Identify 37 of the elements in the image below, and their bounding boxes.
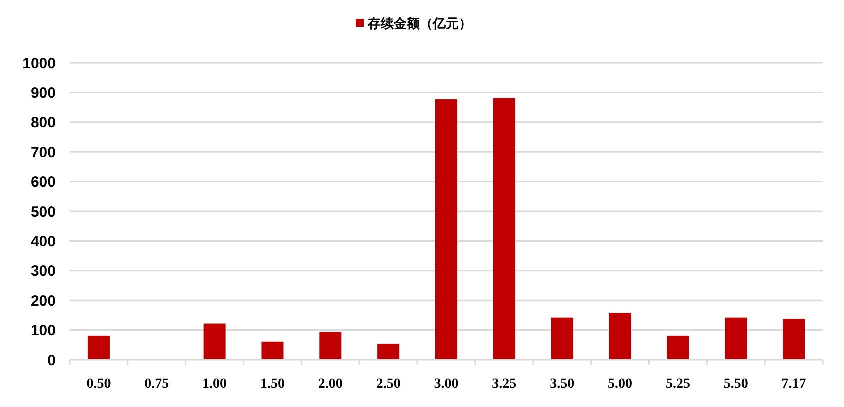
bar (609, 313, 632, 360)
bar (725, 318, 748, 360)
x-tick-label: 2.00 (318, 377, 343, 392)
y-tick-label: 300 (30, 263, 56, 280)
y-tick-label: 900 (30, 84, 56, 102)
bar (262, 342, 284, 360)
x-tick-label: 5.25 (666, 377, 690, 392)
x-tick-label: 1.50 (260, 377, 285, 392)
x-tick-label: 1.00 (202, 377, 228, 392)
x-tick-label: 3.25 (492, 377, 517, 392)
bar (783, 319, 806, 360)
x-tick-label: 5.00 (608, 377, 633, 392)
bar (667, 336, 690, 360)
x-tick-label: 2.50 (376, 377, 401, 392)
bar (378, 344, 400, 360)
x-tick-label: 0.50 (86, 377, 112, 392)
x-tick-label: 7.17 (782, 377, 806, 392)
x-tick-label: 5.50 (724, 377, 748, 392)
x-tick-label: 3.00 (434, 377, 459, 392)
y-tick-label: 0 (48, 352, 56, 370)
bar (88, 336, 110, 360)
legend-label: 存续金额（亿元） (367, 16, 472, 31)
bar (493, 98, 516, 360)
y-tick-label: 700 (30, 144, 56, 162)
x-tick-label: 0.75 (144, 377, 170, 392)
y-tick-label: 600 (30, 174, 56, 192)
bar (435, 100, 458, 360)
bar (320, 332, 342, 360)
x-tick-label: 3.50 (550, 377, 575, 392)
y-tick-label: 400 (30, 233, 56, 250)
y-tick-label: 100 (30, 322, 56, 340)
y-tick-label: 500 (30, 204, 56, 221)
y-tick-label: 800 (30, 114, 56, 132)
bar (204, 324, 226, 360)
y-tick-label: 1000 (22, 55, 56, 72)
y-tick-label: 200 (30, 292, 56, 310)
bar (551, 318, 574, 360)
